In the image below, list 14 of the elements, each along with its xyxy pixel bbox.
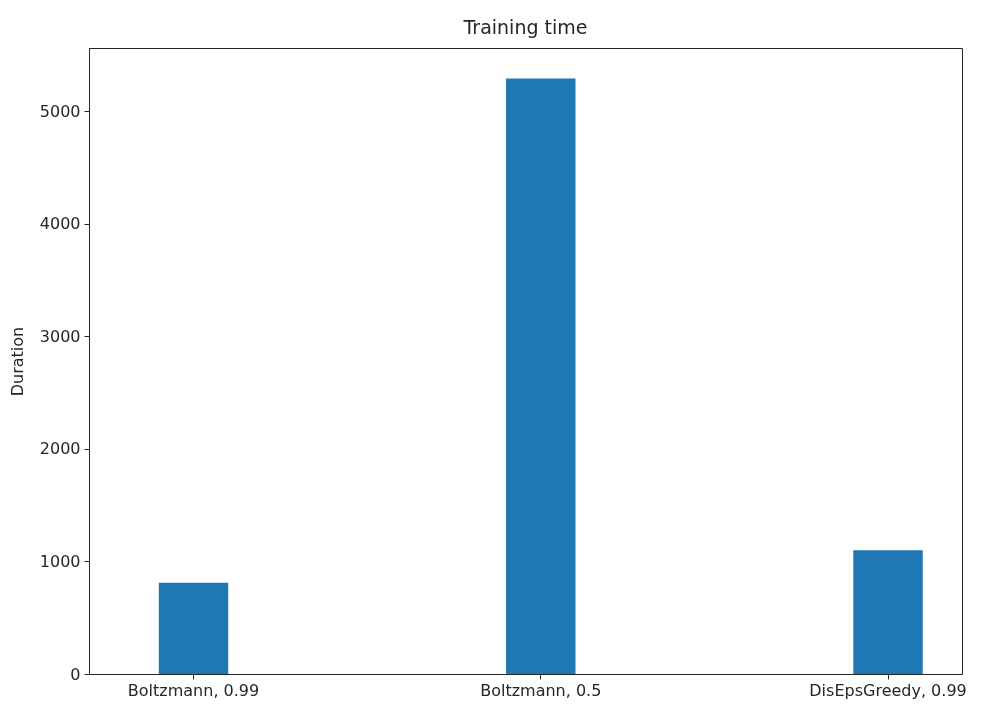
bar [158, 582, 229, 674]
y-tick-label: 4000 [39, 214, 81, 234]
chart-title: Training time [462, 16, 588, 38]
y-tick-label: 1000 [39, 551, 81, 571]
y-tick-label: 3000 [39, 326, 81, 346]
bar [506, 78, 576, 674]
bar [853, 550, 923, 674]
x-tick-label: DisEpsGreedy, 0.99 [809, 680, 967, 700]
y-axis-title: Duration [7, 326, 27, 397]
x-tick-label: Boltzmann, 0.99 [127, 680, 260, 700]
x-tick-label: Boltzmann, 0.5 [480, 680, 602, 700]
y-tick-label: 5000 [39, 101, 81, 121]
y-tick-label: 0 [70, 664, 81, 684]
y-tick-label: 2000 [39, 439, 81, 459]
